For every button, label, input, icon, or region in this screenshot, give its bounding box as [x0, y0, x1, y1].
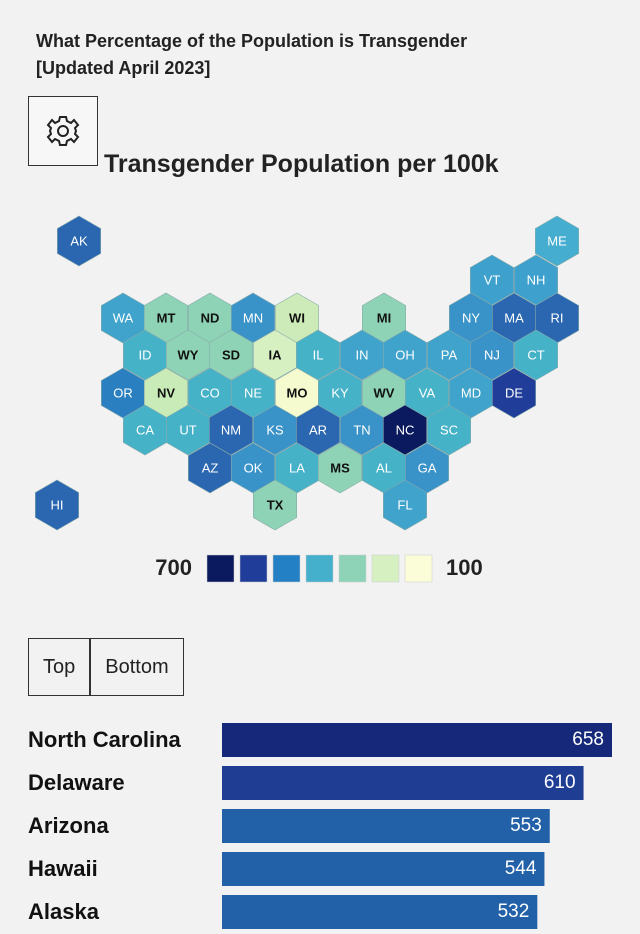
gear-icon [46, 116, 80, 146]
value-label: 553 [510, 815, 542, 836]
state-label: ND [201, 310, 220, 325]
state-label: NC [396, 422, 415, 437]
state-label: KS [266, 422, 284, 437]
state-label: AR [309, 422, 327, 437]
state-label: UT [179, 422, 196, 437]
map-title: Transgender Population per 100k [104, 150, 499, 178]
category-label: Delaware [28, 770, 125, 795]
state-label: GA [418, 460, 437, 475]
state-label: VA [419, 385, 436, 400]
state-label: NM [221, 422, 241, 437]
bar [222, 852, 545, 886]
category-label: Arizona [28, 813, 109, 838]
tabs: Top Bottom [28, 638, 184, 696]
value-label: 544 [505, 858, 537, 879]
state-hex [534, 215, 580, 267]
bar-chart: North Carolina 658 Delaware 610 Arizona 553 Ha… [28, 723, 612, 929]
state-hex [513, 329, 559, 381]
state-label: NJ [484, 347, 500, 362]
category-label: North Carolina [28, 727, 182, 752]
category-label: Hawaii [28, 856, 98, 881]
state-label: WV [374, 385, 395, 400]
state-label: OK [244, 460, 263, 475]
state-label: AZ [202, 460, 219, 475]
state-label: MO [287, 385, 308, 400]
bar [222, 895, 538, 929]
state-label: IN [356, 347, 369, 362]
bar [222, 766, 584, 800]
state-label: TN [353, 422, 370, 437]
state-label: WY [178, 347, 199, 362]
header-title: What Percentage of the Population is Tra… [36, 31, 468, 51]
state-hex [317, 442, 363, 494]
legend-swatch [404, 554, 433, 583]
state-label: MI [377, 310, 391, 325]
state-label: RI [551, 310, 564, 325]
legend-swatch [371, 554, 400, 583]
legend-swatch [305, 554, 334, 583]
state-label: NY [462, 310, 480, 325]
bar [222, 809, 550, 843]
state-label: KY [331, 385, 349, 400]
state-label: FL [397, 497, 412, 512]
tab[interactable]: Bottom [89, 639, 182, 695]
state-label: PA [441, 347, 458, 362]
state-hex [491, 367, 537, 419]
state-label: WA [113, 310, 134, 325]
state-label: SC [440, 422, 458, 437]
state-label: AL [376, 460, 392, 475]
settings-button[interactable] [28, 96, 98, 166]
state-label: MD [461, 385, 481, 400]
state-hex [426, 404, 472, 456]
header-subtitle: [Updated April 2023] [36, 58, 211, 78]
state-label: IL [313, 347, 324, 362]
state-label: ME [547, 233, 567, 248]
state-label: LA [289, 460, 305, 475]
legend-low: 100 [446, 555, 483, 580]
state-label: MS [330, 460, 350, 475]
value-label: 610 [544, 772, 576, 793]
tab[interactable]: Top [43, 655, 76, 678]
state-label: TX [267, 497, 284, 512]
legend-swatch [206, 554, 235, 583]
state-label: MN [243, 310, 263, 325]
state-label: OR [113, 385, 133, 400]
state-label: WI [289, 310, 305, 325]
state-hex [382, 479, 428, 531]
state-hex [34, 479, 79, 531]
state-label: IA [269, 347, 283, 362]
state-label: CT [527, 347, 544, 362]
state-label: NH [527, 272, 546, 287]
state-hex [253, 479, 298, 531]
state-label: VT [484, 272, 501, 287]
header: What Percentage of the Population is Tra… [36, 28, 467, 82]
state-label: OH [395, 347, 415, 362]
state-label: AK [70, 233, 88, 248]
state-label: DE [505, 385, 523, 400]
state-label: MA [504, 310, 524, 325]
state-label: CA [136, 422, 154, 437]
value-label: 532 [498, 901, 530, 922]
state-hex [56, 215, 101, 267]
bar [222, 723, 612, 757]
legend-swatch [239, 554, 268, 583]
state-label: NE [244, 385, 262, 400]
legend-swatch [272, 554, 301, 583]
state-label: CO [200, 385, 220, 400]
legend-high: 700 [155, 555, 192, 580]
legend-swatch [338, 554, 367, 583]
category-label: Alaska [28, 899, 100, 924]
state-label: SD [222, 347, 240, 362]
state-label: ID [139, 347, 152, 362]
state-label: HI [51, 497, 64, 512]
state-label: NV [157, 385, 175, 400]
hex-map: AK ME VT NH WA MT ND MN WI MI NY MA RI ID WY SD IA IL IN OH… [34, 215, 580, 583]
state-label: MT [157, 310, 176, 325]
value-label: 658 [572, 729, 604, 750]
